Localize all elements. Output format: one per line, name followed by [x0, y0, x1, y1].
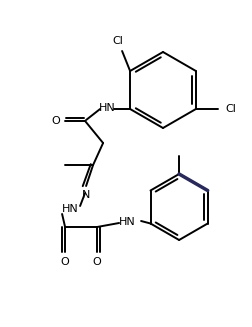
Text: HN: HN — [62, 204, 78, 214]
Text: O: O — [52, 116, 60, 126]
Text: HN: HN — [99, 103, 115, 113]
Text: HN: HN — [119, 217, 136, 227]
Text: O: O — [93, 257, 102, 267]
Text: N: N — [82, 190, 90, 200]
Text: O: O — [61, 257, 70, 267]
Text: Cl: Cl — [226, 104, 236, 114]
Text: Cl: Cl — [113, 36, 123, 46]
